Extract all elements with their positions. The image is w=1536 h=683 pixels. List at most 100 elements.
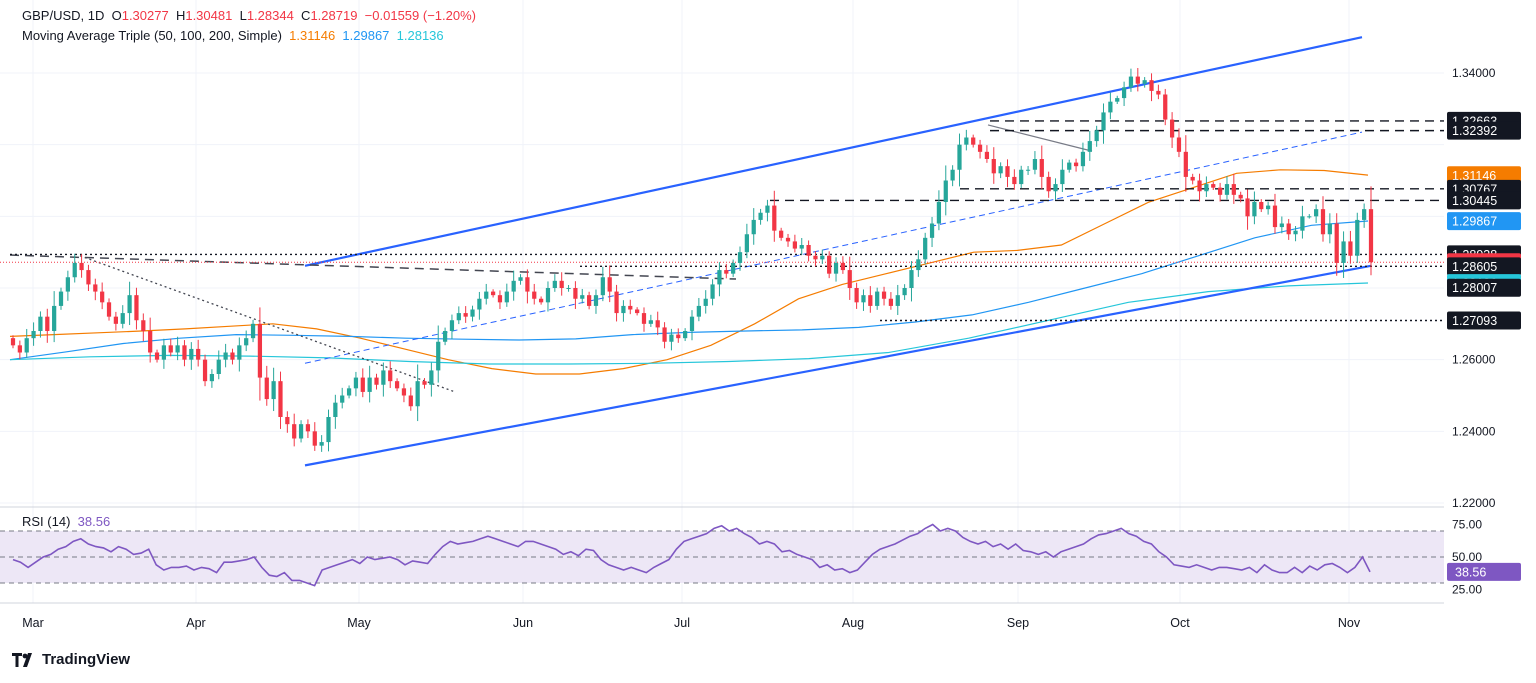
candle-body bbox=[463, 313, 468, 317]
price-label-text: 1.29867 bbox=[1452, 215, 1497, 229]
symbol-label[interactable]: GBP/USD, 1D bbox=[22, 8, 105, 23]
candle-body bbox=[1368, 209, 1374, 263]
candle-body bbox=[1067, 162, 1072, 170]
chart-legend: GBP/USD, 1D O1.30277 H1.30481 L1.28344 C… bbox=[22, 6, 476, 46]
candle-body bbox=[1355, 219, 1360, 256]
candle-body bbox=[346, 388, 352, 396]
candle-body bbox=[333, 402, 338, 417]
candle-body bbox=[950, 169, 955, 181]
rsi-tick-label: 75.00 bbox=[1452, 518, 1482, 532]
candle-body bbox=[525, 277, 530, 292]
candle-body bbox=[360, 377, 365, 392]
candle-body bbox=[340, 395, 345, 403]
candle-body bbox=[1238, 194, 1243, 199]
price-label-text: 1.31146 bbox=[1452, 169, 1496, 183]
candle-body bbox=[991, 159, 996, 174]
candle-body bbox=[209, 374, 215, 382]
candle-body bbox=[429, 370, 434, 385]
candle-body bbox=[52, 305, 57, 331]
candle-body bbox=[1149, 80, 1154, 91]
descending-trendline bbox=[9, 254, 737, 280]
time-tick-label: Jun bbox=[513, 616, 533, 630]
candle-body bbox=[100, 291, 105, 303]
tradingview-logo[interactable]: TradingView bbox=[12, 651, 130, 668]
close-value: 1.28719 bbox=[310, 8, 358, 23]
candle-body bbox=[744, 234, 749, 253]
candle-body bbox=[840, 262, 846, 271]
candle-body bbox=[532, 291, 537, 299]
candle-body bbox=[957, 144, 962, 170]
candle-body bbox=[93, 284, 98, 292]
candle-body bbox=[58, 291, 64, 306]
ma-indicator-title[interactable]: Moving Average Triple (50, 100, 200, Sim… bbox=[22, 28, 282, 43]
candle-body bbox=[442, 331, 448, 342]
time-axis: Mar Apr May Jun Jul Aug Sep Oct Nov bbox=[22, 616, 1361, 630]
price-label-text: 1.28007 bbox=[1452, 281, 1497, 295]
candle-body bbox=[909, 270, 914, 288]
candle-body bbox=[1348, 241, 1353, 256]
candle-body bbox=[264, 377, 269, 400]
candle-body bbox=[470, 309, 475, 317]
time-tick-label: Aug bbox=[842, 616, 864, 630]
candle-body bbox=[1163, 94, 1168, 120]
price-label-box bbox=[1447, 257, 1521, 276]
candle-body bbox=[552, 280, 557, 288]
candle-body bbox=[10, 338, 16, 346]
candle-body bbox=[635, 309, 640, 314]
price-label-box bbox=[1447, 311, 1521, 330]
candle-body bbox=[772, 205, 777, 231]
time-tick-label: May bbox=[347, 616, 371, 630]
candle-body bbox=[292, 424, 297, 439]
time-tick-label: Mar bbox=[22, 616, 44, 630]
candle-body bbox=[1266, 205, 1271, 210]
candle-body bbox=[1300, 216, 1305, 231]
candle-body bbox=[628, 305, 633, 310]
candle-body bbox=[929, 223, 935, 238]
price-label-box bbox=[1447, 191, 1521, 210]
candle-body bbox=[580, 295, 585, 299]
candle-body bbox=[497, 295, 503, 303]
candle-body bbox=[106, 302, 112, 317]
rsi-title[interactable]: RSI (14) bbox=[22, 514, 71, 529]
candle-body bbox=[875, 291, 880, 306]
candle-body bbox=[1293, 230, 1298, 235]
candle-body bbox=[607, 277, 612, 292]
candle-body bbox=[182, 345, 187, 360]
candle-body bbox=[86, 270, 91, 285]
candle-body bbox=[388, 370, 393, 382]
candle-body bbox=[1272, 205, 1278, 228]
candle-body bbox=[1046, 176, 1051, 192]
rsi-tick-label: 25.00 bbox=[1452, 583, 1482, 597]
candle-body bbox=[285, 417, 290, 425]
candle-body bbox=[916, 259, 921, 271]
candle-body bbox=[230, 352, 235, 360]
candle-body bbox=[1320, 209, 1326, 235]
rsi-value-box bbox=[1447, 562, 1521, 581]
candle-body bbox=[148, 331, 153, 353]
candle-body bbox=[196, 348, 201, 360]
candle-body bbox=[168, 345, 173, 353]
price-axis: 1.220001.240001.260001.340001.326631.323… bbox=[1447, 66, 1521, 597]
candle-body bbox=[683, 331, 688, 339]
brand-text: TradingView bbox=[42, 651, 131, 668]
high-key: H bbox=[175, 8, 186, 23]
candle-body bbox=[806, 245, 811, 256]
price-label-box bbox=[1447, 278, 1521, 297]
candle-body bbox=[381, 370, 386, 385]
candle-body bbox=[415, 381, 420, 407]
ma200-value: 1.28136 bbox=[396, 28, 444, 43]
candle-body bbox=[24, 338, 29, 353]
candle-body bbox=[38, 316, 43, 331]
time-tick-label: Nov bbox=[1338, 616, 1361, 630]
candle-body bbox=[1341, 241, 1346, 263]
candle-body bbox=[1019, 169, 1024, 185]
candle-body bbox=[600, 277, 605, 296]
candle-body bbox=[1259, 202, 1264, 210]
candle-body bbox=[751, 219, 756, 235]
candle-body bbox=[1087, 141, 1092, 152]
candle-body bbox=[559, 280, 564, 288]
candle-body bbox=[120, 313, 125, 324]
change-value: −0.01559 (−1.20%) bbox=[364, 8, 476, 23]
candle-body bbox=[737, 252, 743, 263]
